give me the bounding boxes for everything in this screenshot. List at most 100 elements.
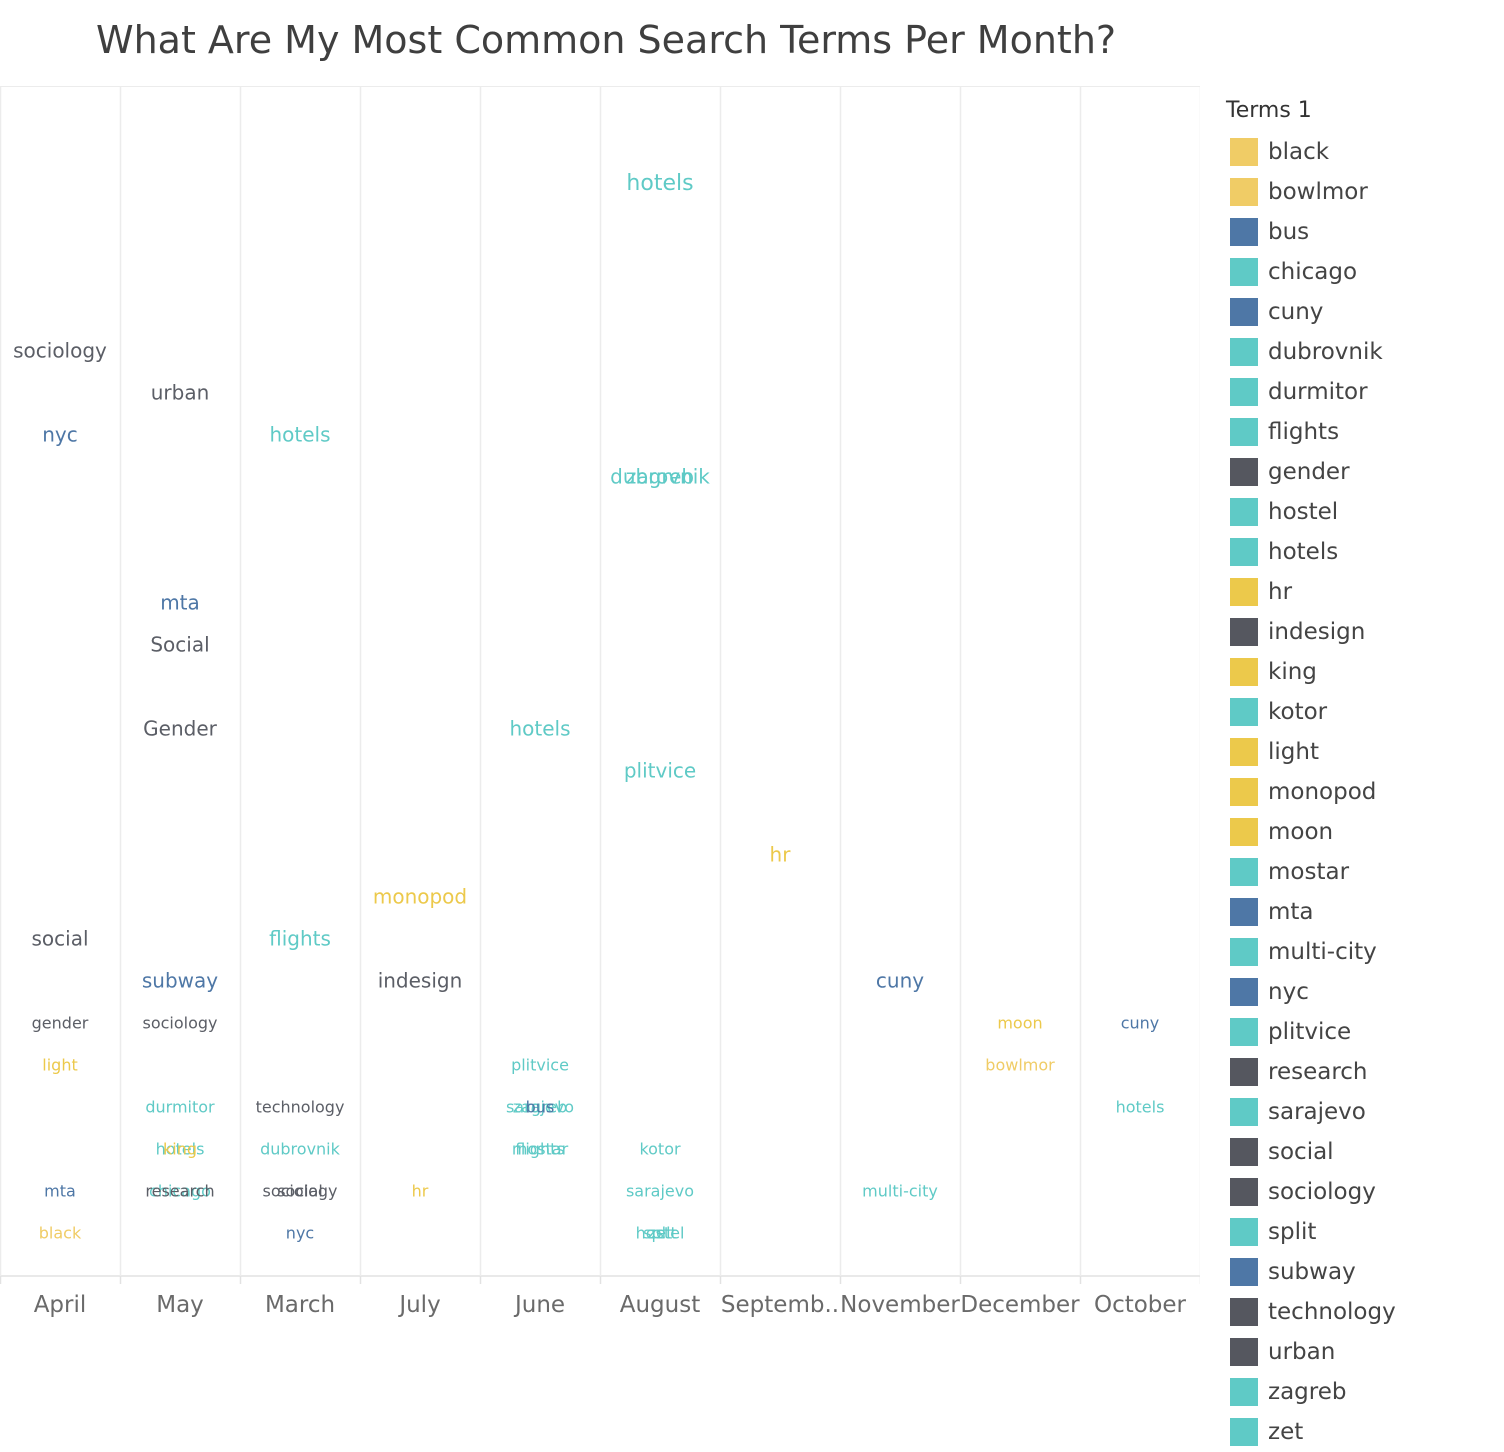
legend-label: zet <box>1268 1419 1304 1445</box>
term-label-hotels: hotels <box>626 171 693 196</box>
legend-label: urban <box>1268 1339 1336 1365</box>
legend-item-moon[interactable]: moon <box>1226 812 1496 852</box>
term-label-durmitor: durmitor <box>145 1098 215 1117</box>
legend-item-chicago[interactable]: chicago <box>1226 252 1496 292</box>
term-label-monopod: monopod <box>373 885 467 909</box>
legend-item-hr[interactable]: hr <box>1226 572 1496 612</box>
legend-item-black[interactable]: black <box>1226 132 1496 172</box>
legend-label: zagreb <box>1268 1379 1347 1405</box>
legend-item-urban[interactable]: urban <box>1226 1332 1496 1372</box>
legend-swatch <box>1230 1058 1258 1086</box>
legend-item-research[interactable]: research <box>1226 1052 1496 1092</box>
x-tick-label: April <box>34 1292 87 1318</box>
legend-label: technology <box>1268 1299 1396 1325</box>
x-tick-label: May <box>156 1292 204 1318</box>
legend-swatch <box>1230 298 1258 326</box>
legend-swatch <box>1230 218 1258 246</box>
legend-item-zagreb[interactable]: zagreb <box>1226 1372 1496 1412</box>
legend-swatch <box>1230 378 1258 406</box>
legend-label: cuny <box>1268 299 1324 325</box>
legend-label: mostar <box>1268 859 1350 885</box>
legend-label: moon <box>1268 819 1334 845</box>
legend-label: hostel <box>1268 499 1339 525</box>
legend-item-flights[interactable]: flights <box>1226 412 1496 452</box>
x-tick-label: December <box>960 1292 1080 1318</box>
legend-swatch <box>1230 1338 1258 1366</box>
term-label-urban: urban <box>151 381 210 405</box>
legend-item-sarajevo[interactable]: sarajevo <box>1226 1092 1496 1132</box>
legend-item-monopod[interactable]: monopod <box>1226 772 1496 812</box>
x-tick-label: August <box>620 1292 701 1318</box>
legend-item-cuny[interactable]: cuny <box>1226 292 1496 332</box>
legend-label: durmitor <box>1268 379 1368 405</box>
legend-swatch <box>1230 778 1258 806</box>
legend-item-light[interactable]: light <box>1226 732 1496 772</box>
term-label-hotels: hotels <box>509 717 570 741</box>
legend-swatch <box>1230 1378 1258 1406</box>
legend-swatch <box>1230 1218 1258 1246</box>
legend-item-bowlmor[interactable]: bowlmor <box>1226 172 1496 212</box>
legend-item-subway[interactable]: subway <box>1226 1252 1496 1292</box>
legend-label: light <box>1268 739 1319 765</box>
term-label-multi-city: multi-city <box>862 1182 938 1201</box>
legend-swatch <box>1230 258 1258 286</box>
legend-item-indesign[interactable]: indesign <box>1226 612 1496 652</box>
legend-swatch <box>1230 1098 1258 1126</box>
term-label-zagreb: zagreb <box>513 1098 568 1117</box>
legend-item-multi-city[interactable]: multi-city <box>1226 932 1496 972</box>
term-label-black: black <box>39 1224 82 1243</box>
term-label-hotels: hotels <box>269 423 330 447</box>
term-label-technology: technology <box>256 1098 345 1117</box>
legend-label: dubrovnik <box>1268 339 1383 365</box>
legend-item-nyc[interactable]: nyc <box>1226 972 1496 1012</box>
term-label-cuny: cuny <box>876 969 924 993</box>
legend-swatch <box>1230 578 1258 606</box>
legend-item-dubrovnik[interactable]: dubrovnik <box>1226 332 1496 372</box>
term-label-moon: moon <box>997 1014 1042 1033</box>
legend-swatch <box>1230 538 1258 566</box>
legend-item-zet[interactable]: zet <box>1226 1412 1496 1452</box>
term-label-mta: mta <box>160 591 200 615</box>
term-label-sarajevo: sarajevo <box>626 1182 694 1201</box>
term-label-social: Social <box>150 633 209 657</box>
legend-item-kotor[interactable]: kotor <box>1226 692 1496 732</box>
legend-swatch <box>1230 898 1258 926</box>
term-label-hostel: hostel <box>636 1224 685 1243</box>
term-label-hr: hr <box>770 843 792 867</box>
legend-label: research <box>1268 1059 1368 1085</box>
term-label-mostar: mostar <box>512 1140 569 1159</box>
term-label-flights: flights <box>515 1140 564 1159</box>
term-label-subway: subway <box>142 969 218 993</box>
term-label-sociology: sociology <box>262 1182 337 1201</box>
x-tick-label: June <box>513 1292 565 1318</box>
legend-item-split[interactable]: split <box>1226 1212 1496 1252</box>
legend-item-plitvice[interactable]: plitvice <box>1226 1012 1496 1052</box>
legend-item-gender[interactable]: gender <box>1226 452 1496 492</box>
legend-item-social[interactable]: social <box>1226 1132 1496 1172</box>
legend-swatch <box>1230 1258 1258 1286</box>
legend-item-mta[interactable]: mta <box>1226 892 1496 932</box>
term-label-sociology: sociology <box>142 1014 217 1033</box>
legend-item-technology[interactable]: technology <box>1226 1292 1496 1332</box>
x-tick-label: November <box>840 1292 960 1318</box>
term-label-split: split <box>643 1224 677 1243</box>
term-label-hotels: hotels <box>156 1140 205 1159</box>
legend-item-hotels[interactable]: hotels <box>1226 532 1496 572</box>
legend-swatch <box>1230 858 1258 886</box>
term-label-nyc: nyc <box>42 423 78 447</box>
legend-item-mostar[interactable]: mostar <box>1226 852 1496 892</box>
legend-item-hostel[interactable]: hostel <box>1226 492 1496 532</box>
legend-item-sociology[interactable]: sociology <box>1226 1172 1496 1212</box>
legend-swatch <box>1230 1298 1258 1326</box>
legend-label: chicago <box>1268 259 1358 285</box>
legend-item-durmitor[interactable]: durmitor <box>1226 372 1496 412</box>
legend-item-king[interactable]: king <box>1226 652 1496 692</box>
legend-label: black <box>1268 139 1330 165</box>
legend-swatch <box>1230 618 1258 646</box>
legend-swatch <box>1230 818 1258 846</box>
term-label-gender: gender <box>32 1014 89 1033</box>
term-label-plitvice: plitvice <box>511 1056 569 1075</box>
legend-item-bus[interactable]: bus <box>1226 212 1496 252</box>
chart-title: What Are My Most Common Search Terms Per… <box>96 18 1117 62</box>
term-label-light: light <box>42 1056 77 1075</box>
